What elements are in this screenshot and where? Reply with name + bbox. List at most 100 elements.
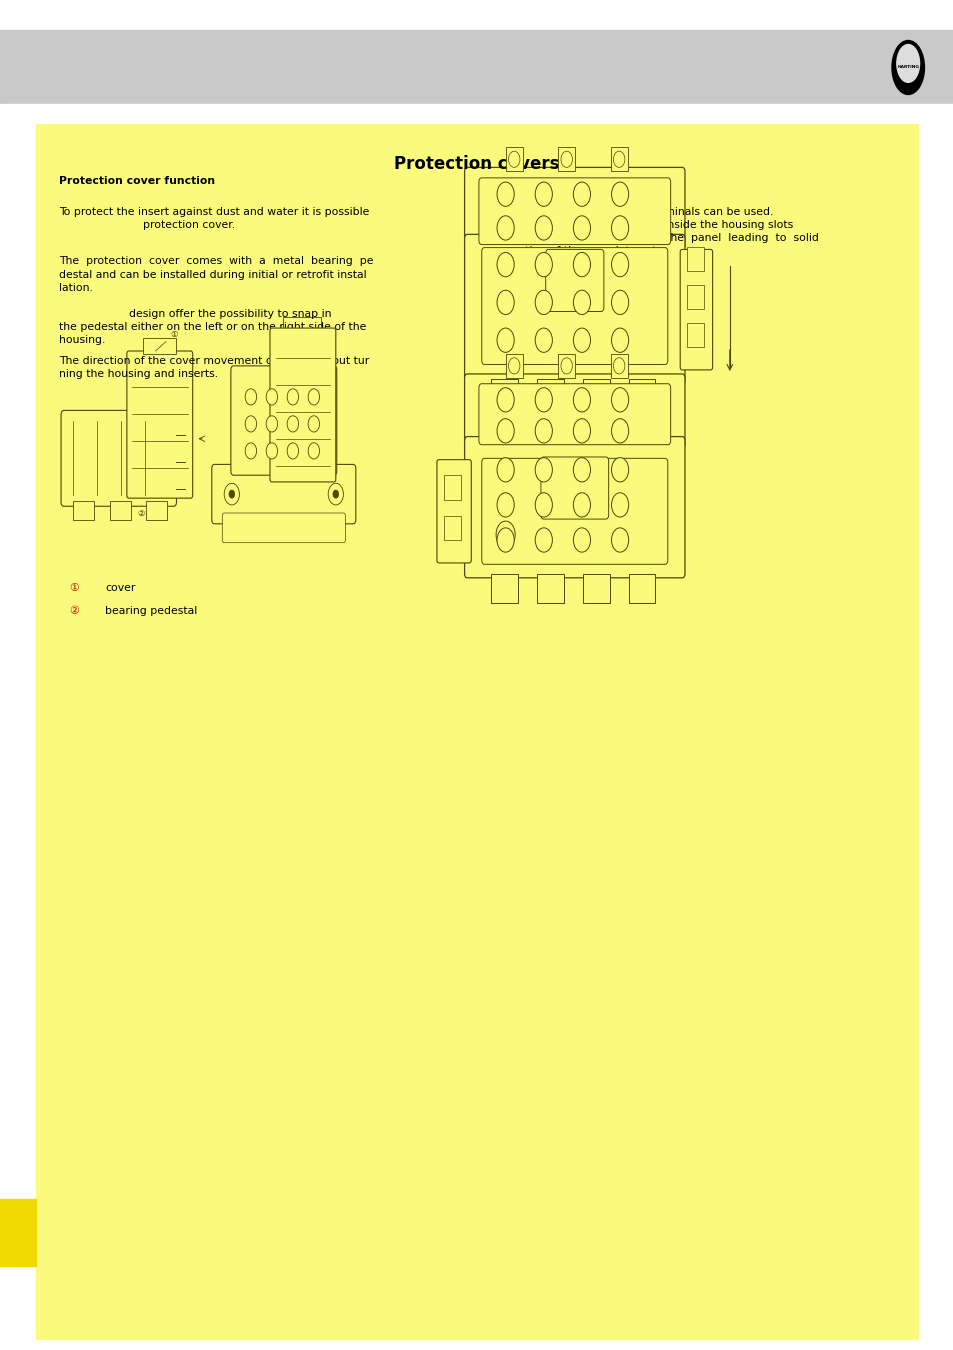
Circle shape xyxy=(287,443,298,459)
Bar xyxy=(686,323,703,347)
Circle shape xyxy=(497,182,514,207)
Circle shape xyxy=(573,528,590,552)
Bar xyxy=(582,379,609,410)
Circle shape xyxy=(496,521,515,548)
Text: cover: cover xyxy=(105,583,135,593)
Bar xyxy=(146,501,167,520)
Circle shape xyxy=(535,252,552,277)
Circle shape xyxy=(497,387,514,412)
Circle shape xyxy=(611,387,628,412)
Circle shape xyxy=(508,151,519,167)
Circle shape xyxy=(497,216,514,240)
Text: ②: ② xyxy=(137,509,145,517)
Circle shape xyxy=(573,182,590,207)
Text: ①: ① xyxy=(69,583,78,593)
FancyBboxPatch shape xyxy=(269,379,280,436)
Circle shape xyxy=(245,416,256,432)
Circle shape xyxy=(611,290,628,315)
Text: Protection cover function: Protection cover function xyxy=(59,176,215,185)
Ellipse shape xyxy=(896,45,919,82)
Circle shape xyxy=(573,328,590,352)
Circle shape xyxy=(611,493,628,517)
Bar xyxy=(0,104,953,109)
Circle shape xyxy=(245,389,256,405)
Bar xyxy=(686,247,703,271)
Text: The direction of the cover movement can flip without tur
ning the housing and in: The direction of the cover movement can … xyxy=(59,356,369,379)
Circle shape xyxy=(308,416,319,432)
Text: ②: ② xyxy=(69,606,78,616)
Bar xyxy=(610,354,627,378)
Circle shape xyxy=(560,358,572,374)
Circle shape xyxy=(266,416,277,432)
Circle shape xyxy=(497,493,514,517)
FancyBboxPatch shape xyxy=(679,250,712,370)
Bar xyxy=(491,379,517,410)
Circle shape xyxy=(535,418,552,443)
Circle shape xyxy=(535,387,552,412)
Bar xyxy=(628,379,655,410)
Circle shape xyxy=(611,418,628,443)
FancyBboxPatch shape xyxy=(464,436,684,578)
Bar xyxy=(537,379,563,410)
FancyBboxPatch shape xyxy=(270,328,335,482)
Circle shape xyxy=(535,328,552,352)
FancyBboxPatch shape xyxy=(540,456,608,520)
FancyBboxPatch shape xyxy=(545,250,603,312)
Bar xyxy=(73,501,94,520)
Circle shape xyxy=(535,493,552,517)
Circle shape xyxy=(573,458,590,482)
FancyBboxPatch shape xyxy=(212,464,355,524)
Circle shape xyxy=(497,328,514,352)
FancyBboxPatch shape xyxy=(61,410,176,506)
Bar xyxy=(558,354,575,378)
Text: The  protection  cover  comes  with  a  metal  bearing  pe
destal and can be ins: The protection cover comes with a metal … xyxy=(59,256,374,293)
Text: To protect the insert against dust and water it is possible
                    : To protect the insert against dust and w… xyxy=(59,207,369,230)
Circle shape xyxy=(611,252,628,277)
Circle shape xyxy=(611,458,628,482)
Bar xyxy=(0,30,953,104)
Bar xyxy=(283,317,321,331)
FancyBboxPatch shape xyxy=(481,459,667,564)
FancyBboxPatch shape xyxy=(436,460,471,563)
Circle shape xyxy=(497,418,514,443)
Circle shape xyxy=(613,151,624,167)
Circle shape xyxy=(308,389,319,405)
Circle shape xyxy=(497,252,514,277)
Circle shape xyxy=(535,182,552,207)
Circle shape xyxy=(535,290,552,315)
FancyBboxPatch shape xyxy=(231,366,336,475)
Bar xyxy=(110,501,131,520)
Circle shape xyxy=(333,490,338,498)
Circle shape xyxy=(573,252,590,277)
Circle shape xyxy=(497,290,514,315)
FancyBboxPatch shape xyxy=(478,383,670,444)
Circle shape xyxy=(229,490,234,498)
FancyBboxPatch shape xyxy=(478,178,670,244)
FancyBboxPatch shape xyxy=(464,374,684,448)
Circle shape xyxy=(497,528,514,552)
Bar xyxy=(582,574,609,603)
Circle shape xyxy=(613,358,624,374)
Bar xyxy=(505,147,522,171)
Bar xyxy=(505,354,522,378)
Circle shape xyxy=(308,443,319,459)
Bar xyxy=(558,147,575,171)
Text: bearing pedestal: bearing pedestal xyxy=(105,606,197,616)
Text: design offer the possibility to snap in
the pedestal either on the left or on th: design offer the possibility to snap in … xyxy=(59,309,366,346)
Bar xyxy=(610,147,627,171)
Bar xyxy=(491,574,517,603)
Circle shape xyxy=(611,182,628,207)
Circle shape xyxy=(535,458,552,482)
FancyBboxPatch shape xyxy=(222,513,345,543)
FancyBboxPatch shape xyxy=(481,247,667,364)
Circle shape xyxy=(287,389,298,405)
Circle shape xyxy=(497,458,514,482)
Circle shape xyxy=(573,290,590,315)
Ellipse shape xyxy=(891,40,923,94)
Circle shape xyxy=(611,216,628,240)
Bar xyxy=(537,574,563,603)
Bar xyxy=(143,338,176,354)
FancyBboxPatch shape xyxy=(464,235,684,385)
Circle shape xyxy=(573,493,590,517)
Circle shape xyxy=(535,528,552,552)
